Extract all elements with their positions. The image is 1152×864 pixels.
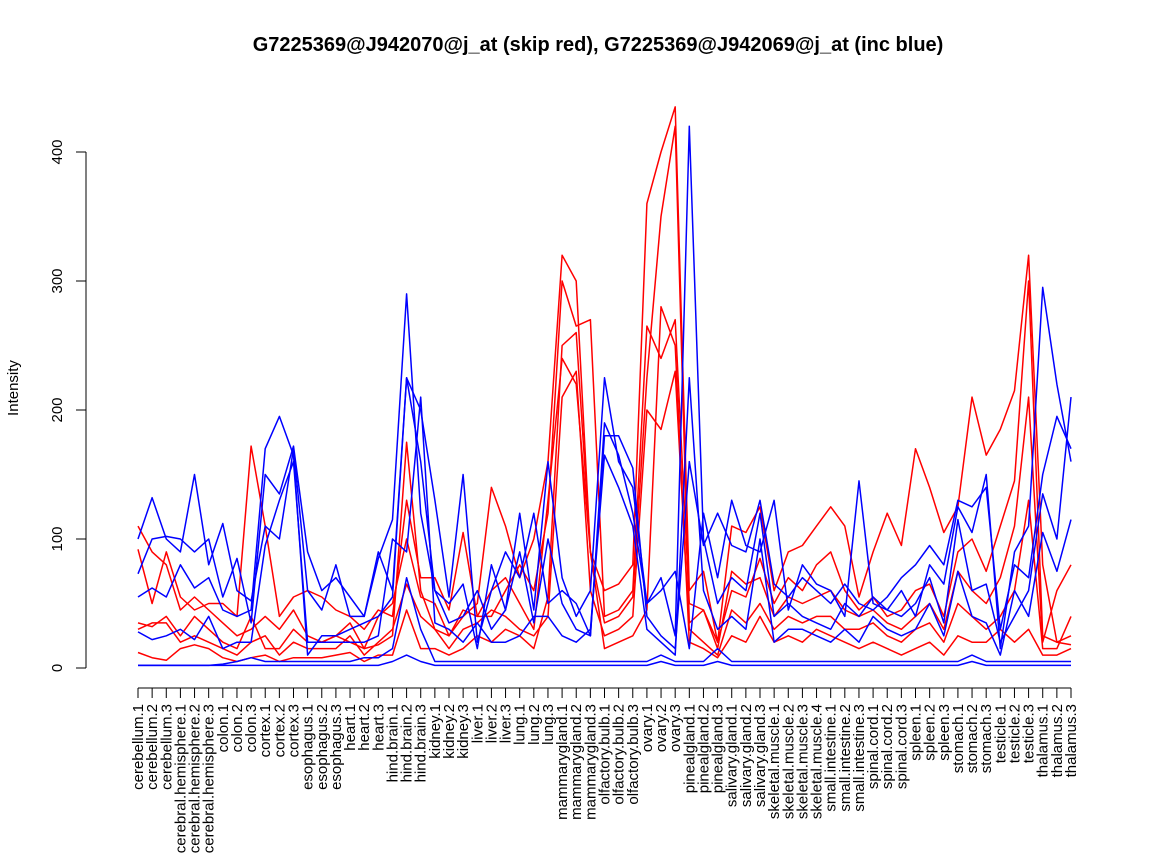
y-axis: 0 100 200 300 400: [49, 139, 87, 672]
x-tick-label: kidney.3: [455, 704, 472, 759]
x-tick-label: skeletal.muscle.4: [809, 704, 826, 819]
x-tick-label: pinealgland.3: [710, 704, 727, 793]
x-tick-label: ovary.1: [639, 704, 656, 752]
series-line-11: [138, 654, 1071, 667]
x-axis: cerebellum.1cerebellum.2cerebellum.3cere…: [130, 687, 1080, 853]
y-tick-label: 100: [49, 526, 66, 551]
x-tick-label: olfactory.bulb.2: [611, 704, 628, 805]
x-tick-label: skeletal.muscle.3: [794, 704, 811, 819]
x-tick-label: mammarygland.1: [554, 704, 571, 820]
series-line-7: [137, 377, 1072, 650]
x-tick-label: cortex.3: [286, 704, 303, 757]
x-tick-label: cerebellum.2: [144, 704, 161, 790]
x-tick-label: liver.3: [498, 704, 515, 743]
x-tick-label: small.intestine.1: [823, 704, 840, 812]
x-tick-label: small.intestine.2: [837, 704, 854, 812]
x-tick-label: cerebellum.1: [130, 704, 147, 790]
x-tick-label: cortex.1: [257, 704, 274, 757]
x-tick-label: liver.1: [469, 704, 486, 743]
x-tick-label: salivary.gland.3: [752, 704, 769, 807]
x-tick-label: heart.2: [356, 704, 373, 751]
series-line-10: [138, 576, 1071, 667]
x-tick-label: lung.1: [512, 704, 529, 745]
x-tick-label: olfactory.bulb.1: [597, 704, 614, 805]
series-line-5: [137, 306, 1072, 663]
series-line-2: [137, 280, 1072, 646]
x-tick-label: testicle.2: [1006, 704, 1023, 763]
y-tick-label: 200: [49, 397, 66, 422]
x-tick-label: spleen.2: [922, 704, 939, 761]
x-tick-label: salivary.gland.1: [724, 704, 741, 807]
x-tick-label: kidney.2: [441, 704, 458, 759]
x-tick-label: cerebral.hemisphere.2: [187, 704, 204, 853]
x-tick-label: spleen.3: [936, 704, 953, 761]
y-axis-label: Intensity: [5, 360, 22, 416]
x-tick-label: thalamus.2: [1049, 704, 1066, 777]
x-tick-label: kidney.1: [427, 704, 444, 759]
x-tick-label: lung.2: [526, 704, 543, 745]
x-tick-label: salivary.gland.2: [738, 704, 755, 807]
x-tick-label: spleen.1: [908, 704, 925, 761]
x-tick-label: cerebral.hemisphere.3: [201, 704, 218, 853]
x-tick-label: spinal.cord.3: [893, 704, 910, 789]
x-tick-label: hind.brain.1: [384, 704, 401, 782]
x-tick-label: testicle.3: [1021, 704, 1038, 763]
x-tick-label: colon.1: [215, 704, 232, 752]
x-tick-label: small.intestine.3: [851, 704, 868, 812]
x-tick-label: spinal.cord.1: [865, 704, 882, 789]
x-tick-label: esophagus.1: [300, 704, 317, 790]
x-tick-label: mammarygland.3: [582, 704, 599, 820]
x-tick-label: colon.2: [229, 704, 246, 752]
x-tick-label: esophagus.3: [328, 704, 345, 790]
x-tick-label: skeletal.muscle.1: [766, 704, 783, 819]
x-tick-label: pinealgland.2: [695, 704, 712, 793]
series-layer: [137, 106, 1072, 667]
series-line-6: [137, 286, 1072, 650]
x-tick-label: lung.3: [540, 704, 557, 745]
series-line-1: [137, 106, 1072, 650]
x-tick-label: olfactory.bulb.3: [625, 704, 642, 805]
x-tick-label: stomach.1: [950, 704, 967, 773]
x-tick-label: ovary.3: [667, 704, 684, 752]
x-tick-label: skeletal.muscle.2: [780, 704, 797, 819]
x-tick-label: cortex.2: [271, 704, 288, 757]
x-tick-label: cerebellum.3: [158, 704, 175, 790]
series-line-9: [137, 377, 1072, 656]
x-tick-label: hind.brain.3: [413, 704, 430, 782]
y-tick-label: 300: [49, 268, 66, 293]
x-tick-label: hind.brain.2: [399, 704, 416, 782]
x-tick-label: stomach.2: [964, 704, 981, 773]
y-tick-label: 400: [49, 139, 66, 164]
x-tick-label: colon.3: [243, 704, 260, 752]
chart-title: G7225369@J942070@j_at (skip red), G72253…: [253, 34, 944, 56]
x-tick-label: heart.1: [342, 704, 359, 751]
x-tick-label: mammarygland.2: [568, 704, 585, 820]
y-tick-label: 0: [49, 664, 66, 672]
x-tick-label: stomach.3: [978, 704, 995, 773]
x-tick-label: heart.3: [370, 704, 387, 751]
x-tick-label: pinealgland.1: [681, 704, 698, 793]
x-tick-label: testicle.1: [992, 704, 1009, 763]
x-tick-label: spinal.cord.2: [879, 704, 896, 789]
x-tick-label: liver.2: [483, 704, 500, 743]
x-tick-label: esophagus.2: [314, 704, 331, 790]
x-tick-label: cerebral.hemisphere.1: [172, 704, 189, 853]
x-tick-label: thalamus.1: [1035, 704, 1052, 777]
x-tick-label: ovary.2: [653, 704, 670, 752]
x-tick-label: thalamus.3: [1063, 704, 1080, 777]
series-line-8: [137, 125, 1072, 656]
